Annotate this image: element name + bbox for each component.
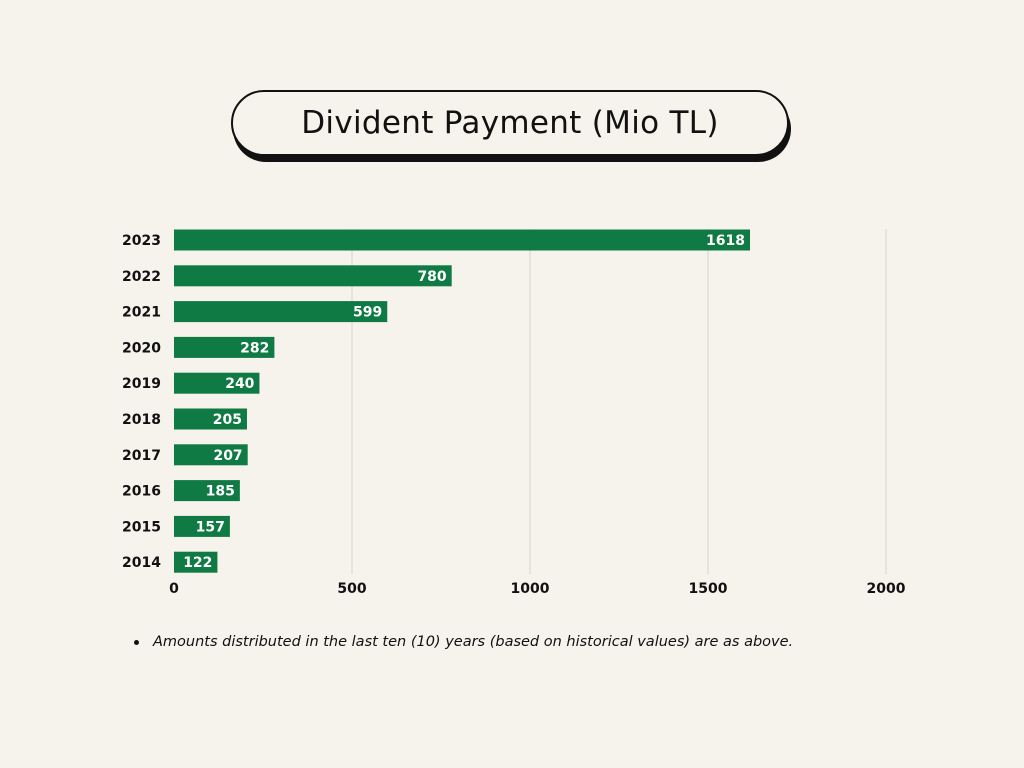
y-category-label: 2021: [122, 305, 161, 321]
bar: [174, 336, 275, 358]
x-tick-label: 1500: [689, 581, 728, 597]
y-category-label: 2019: [122, 376, 161, 392]
footnote: Amounts distributed in the last ten (10)…: [134, 634, 894, 650]
bar: [174, 480, 240, 502]
y-category-label: 2023: [122, 233, 161, 249]
chart-title: Divident Payment (Mio TL): [301, 105, 719, 141]
bullet-icon: [134, 640, 139, 645]
bar-value-label: 205: [213, 412, 242, 428]
y-category-label: 2018: [122, 412, 161, 428]
chart-title-box: Divident Payment (Mio TL): [231, 90, 793, 164]
bar-value-label: 240: [225, 376, 254, 392]
bar: [174, 515, 230, 537]
y-category-label: 2014: [122, 555, 161, 571]
x-tick-label: 500: [337, 581, 366, 597]
bar: [174, 444, 248, 466]
title-pill: Divident Payment (Mio TL): [231, 90, 789, 156]
bar: [174, 408, 247, 430]
x-tick-label: 2000: [867, 581, 906, 597]
bar-value-label: 1618: [706, 233, 745, 249]
bar-value-label: 157: [196, 519, 225, 535]
y-category-label: 2017: [122, 448, 161, 464]
bar: [174, 372, 260, 394]
bar-value-label: 282: [240, 340, 269, 356]
bar-value-label: 780: [417, 269, 446, 285]
y-category-label: 2020: [122, 340, 161, 356]
bar-value-label: 122: [183, 555, 212, 571]
footnote-text: Amounts distributed in the last ten (10)…: [153, 634, 794, 650]
y-category-label: 2015: [122, 519, 161, 535]
bar: [174, 301, 388, 323]
bar: [174, 551, 218, 573]
bar-value-label: 207: [213, 448, 242, 464]
bar-value-label: 185: [206, 484, 235, 500]
x-tick-label: 0: [169, 581, 179, 597]
x-tick-label: 1000: [511, 581, 550, 597]
bar: [174, 265, 452, 287]
bar-value-label: 599: [353, 305, 382, 321]
bar-chart: 0 500 1000 1500 2000 2023 1618 2022 780 2021 599 20…: [122, 229, 906, 597]
bar: [174, 229, 751, 251]
y-category-label: 2016: [122, 484, 161, 500]
y-category-label: 2022: [122, 269, 161, 285]
